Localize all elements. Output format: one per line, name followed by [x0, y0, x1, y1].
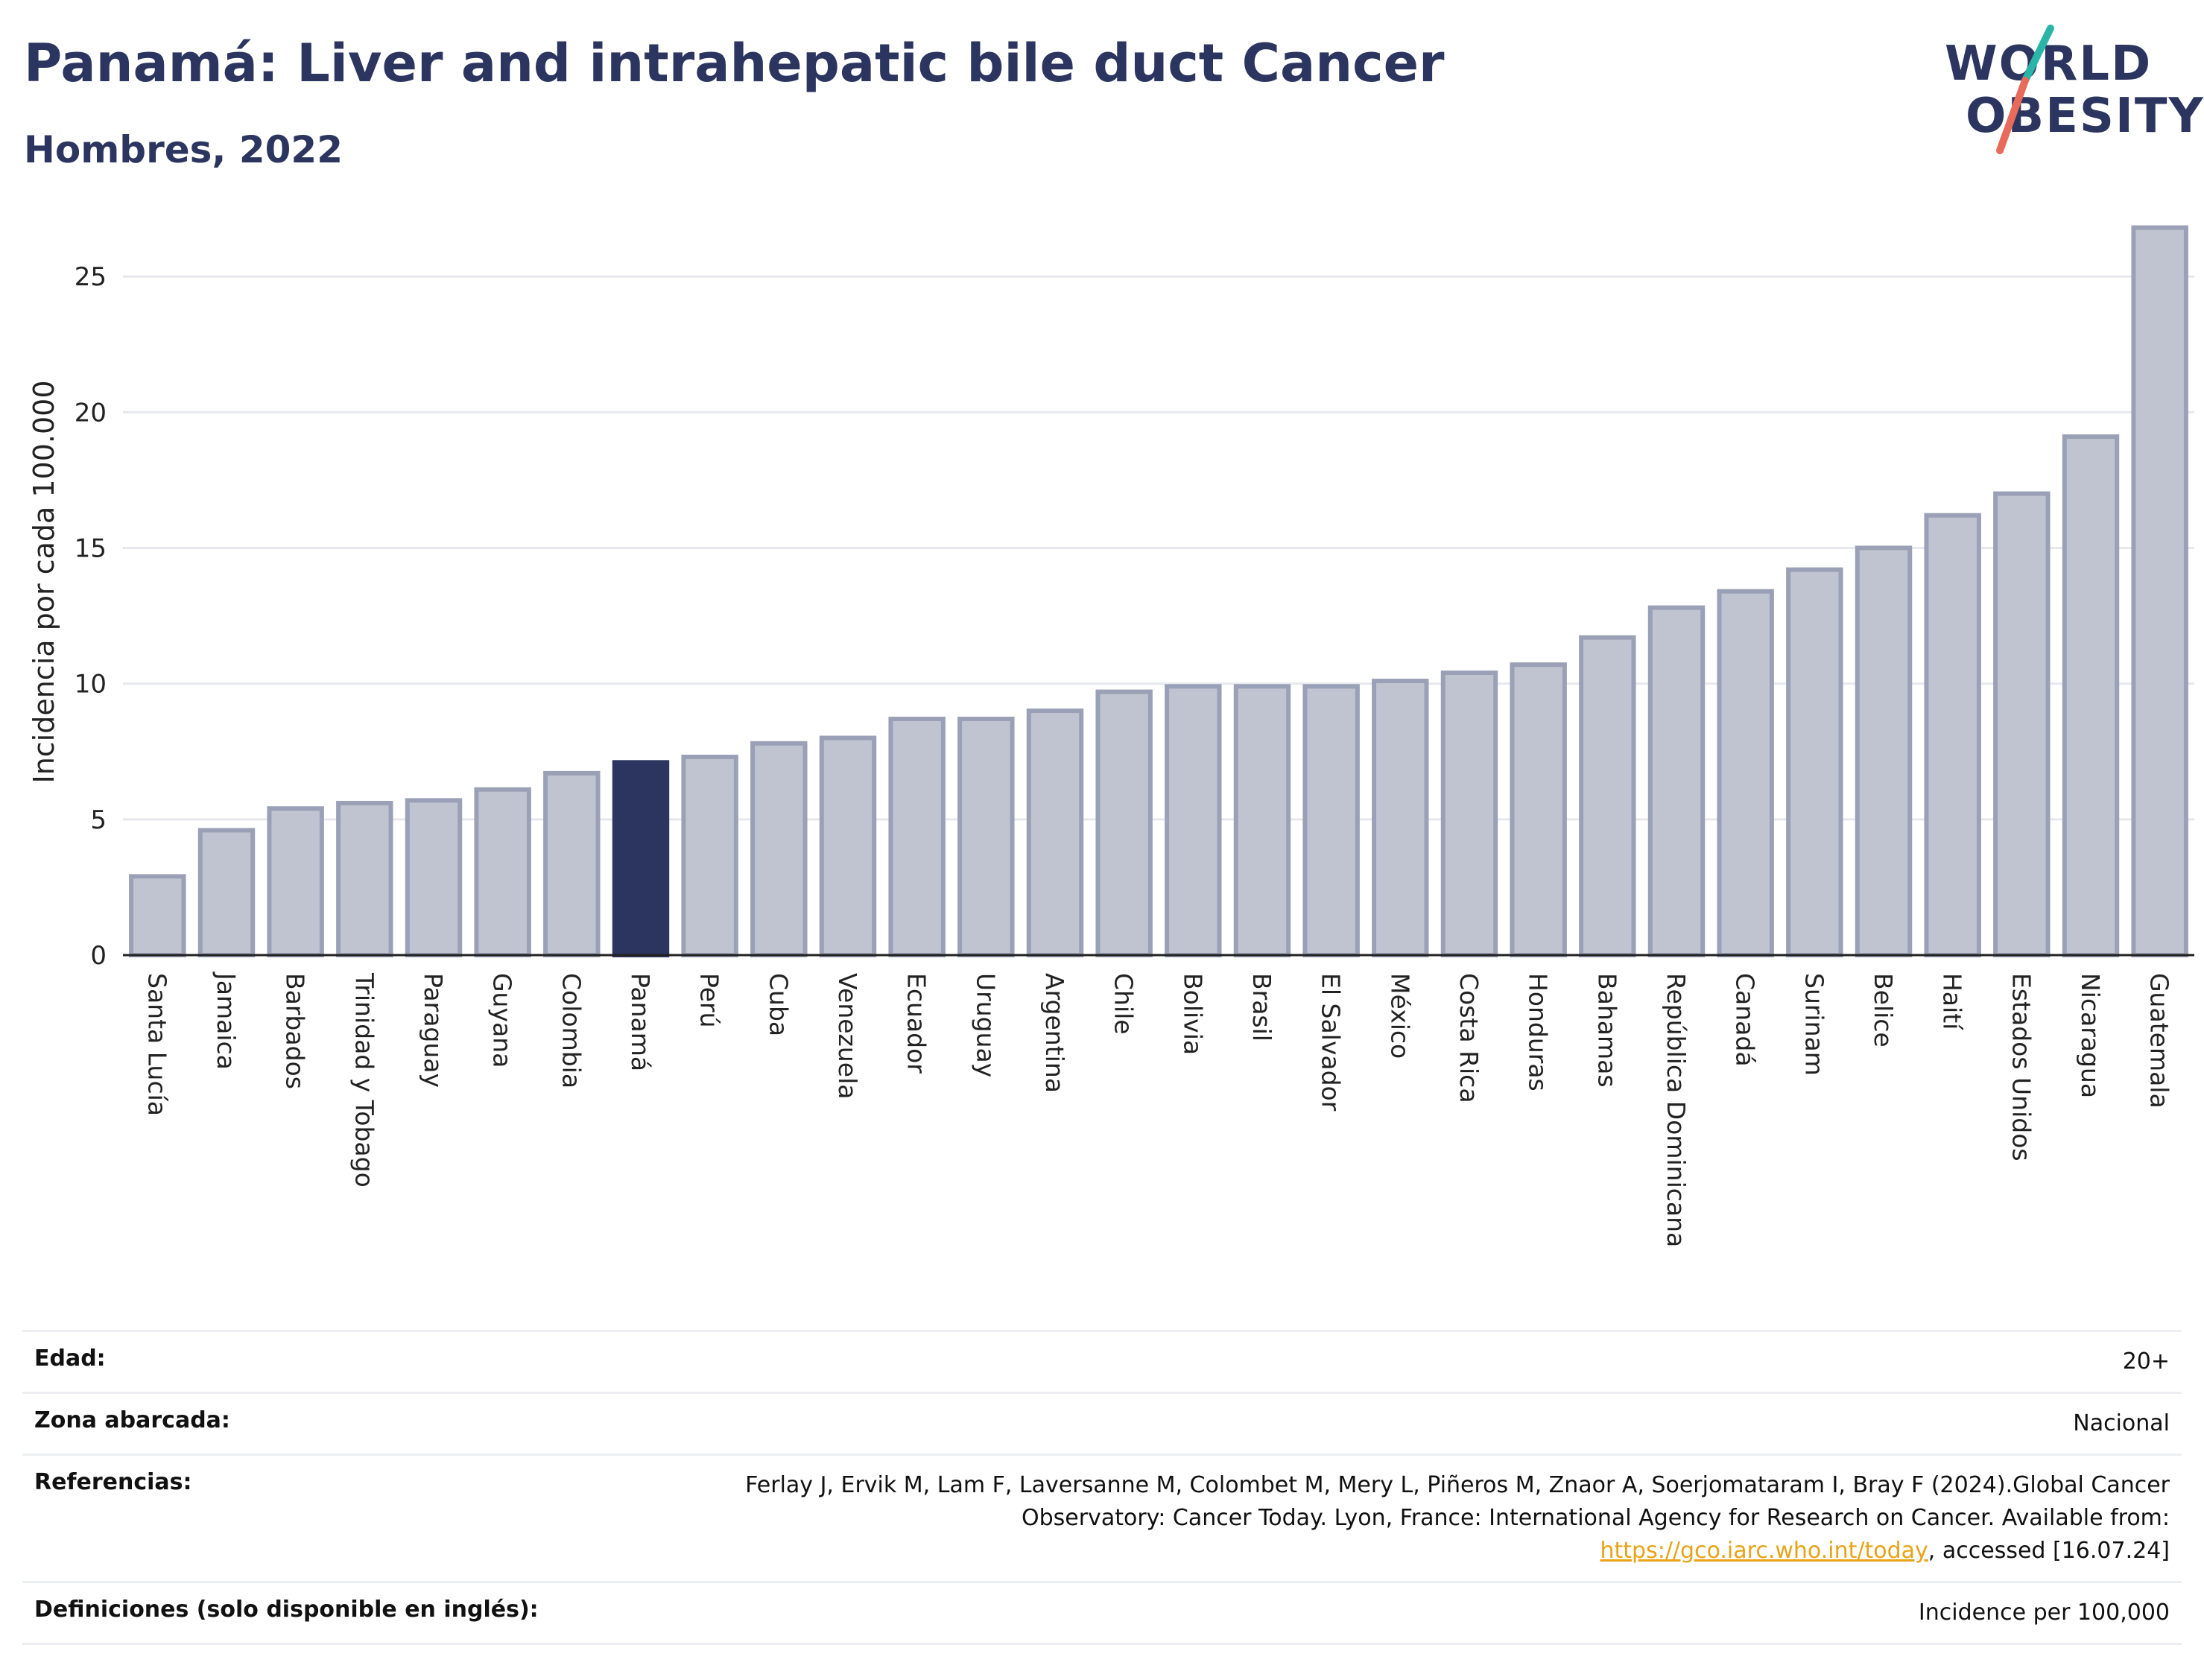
x-tick-label: Chile [1109, 973, 1139, 1035]
definitions-value: Incidence per 100,000 [1918, 1600, 2170, 1626]
x-tick-label: Uruguay [971, 973, 1000, 1077]
x-tick-label: Panamá [626, 973, 655, 1071]
x-tick-label: Jamaica [212, 971, 241, 1070]
references-text-2: , accessed [16.07.24] [1928, 1538, 2170, 1564]
x-tick-label: Trinidad y Tobago [349, 972, 379, 1188]
gridlines [123, 275, 2194, 821]
bar [1717, 589, 1774, 958]
x-tick-label: Honduras [1524, 973, 1553, 1091]
bar [1026, 709, 1084, 958]
bar [957, 717, 1015, 958]
x-tick-label: Costa Rica [1454, 973, 1483, 1103]
references-value: Ferlay J, Ervik M, Lam F, Laversanne M, … [680, 1469, 2170, 1568]
x-tick-label: Paraguay [419, 973, 448, 1088]
bar [888, 717, 946, 958]
bar [1302, 684, 1360, 958]
info-row-age: Edad: 20+ [22, 1330, 2182, 1392]
x-tick-label: Estados Unidos [2007, 973, 2036, 1161]
x-tick-label: República Dominicana [1662, 973, 1691, 1247]
x-tick-label: Ecuador [902, 973, 931, 1074]
page-subtitle: Hombres, 2022 [24, 128, 343, 171]
bar [543, 770, 601, 957]
axes: 0 5 10 15 20 25 [75, 262, 2194, 971]
x-tick-label: Belice [1869, 973, 1898, 1047]
x-tick-label: Bolivia [1178, 973, 1207, 1055]
x-tick-label: El Salvador [1317, 973, 1346, 1112]
logo-line-1: WORLD [1945, 37, 2153, 92]
x-tick-label: Surinam [1799, 973, 1828, 1076]
x-tick-label: Nicaragua [2076, 973, 2105, 1098]
bar [2131, 225, 2188, 958]
bar [681, 755, 738, 957]
bar [1095, 689, 1153, 957]
info-row-references: Referencias: Ferlay J, Ervik M, Lam F, L… [22, 1454, 2182, 1581]
world-obesity-logo[interactable]: WORLD OBESITY [1937, 22, 2203, 156]
x-tick-label: Guatemala [2145, 973, 2174, 1109]
x-tick-label: Venezuela [833, 973, 862, 1099]
x-tick-label: Bahamas [1592, 973, 1621, 1088]
age-label: Edad: [34, 1345, 106, 1372]
y-tick-label: 20 [75, 398, 107, 428]
bar [819, 735, 877, 957]
page-title: Panamá: Liver and intrahepatic bile duct… [24, 33, 1445, 94]
category-labels: Santa Lucía Jamaica Barbados Trinidad y Tob… [142, 971, 2173, 1247]
definitions-label: Definiciones (solo disponible en inglés)… [34, 1597, 539, 1623]
bar [1855, 545, 1913, 958]
bar [1993, 491, 2051, 957]
x-tick-label: Barbados [281, 973, 310, 1089]
x-tick-label: Guyana [488, 973, 517, 1068]
bar [1510, 662, 1567, 957]
bar [1786, 567, 1843, 957]
area-value: Nacional [2073, 1410, 2170, 1436]
bar [2062, 434, 2120, 958]
x-tick-label: Cuba [764, 973, 793, 1036]
x-tick-label: Canadá [1731, 973, 1760, 1067]
x-tick-label: Brasil [1247, 973, 1276, 1042]
bar [129, 874, 186, 957]
logo-slash-icon [1996, 25, 2054, 154]
x-tick-label: Santa Lucía [142, 973, 171, 1116]
bar [750, 741, 808, 958]
info-row-definitions: Definiciones (solo disponible en inglés)… [22, 1581, 2182, 1645]
bar [405, 798, 463, 958]
bar [1233, 684, 1291, 958]
bar-chart: 0 5 10 15 20 25 Santa Lucía Jamaica Barbados Tri… [28, 225, 2194, 1247]
age-value: 20+ [2122, 1348, 2170, 1375]
bar [1924, 513, 1981, 957]
y-tick-label: 10 [75, 670, 107, 700]
bar [474, 787, 531, 957]
x-tick-label: Colombia [557, 973, 586, 1088]
x-tick-label: Argentina [1040, 973, 1069, 1093]
references-text-1: Ferlay J, Ervik M, Lam F, Laversanne M, … [745, 1472, 2170, 1531]
references-label: Referencias: [34, 1469, 192, 1495]
bar [197, 828, 256, 957]
x-tick-label: Haití [1938, 973, 1967, 1031]
bar [1579, 635, 1636, 957]
y-axis-title: Incidencia por cada 100.000 [28, 380, 60, 783]
bar [267, 806, 324, 958]
y-tick-label: 15 [75, 533, 107, 563]
bar [1372, 678, 1429, 957]
bar [1165, 684, 1222, 958]
y-tick-label: 0 [90, 941, 107, 971]
info-row-area: Zona abarcada: Nacional [22, 1392, 2182, 1454]
x-tick-label: México [1385, 973, 1414, 1059]
y-tick-label: 5 [90, 805, 107, 835]
area-label: Zona abarcada: [34, 1407, 230, 1433]
bar [336, 800, 393, 957]
info-table: Edad: 20+ Zona abarcada: Nacional Refere… [22, 1330, 2182, 1645]
bar [612, 760, 670, 957]
references-link[interactable]: https://gco.iarc.who.int/today [1600, 1538, 1928, 1564]
bar [1440, 671, 1498, 957]
bar [1647, 605, 1706, 958]
y-tick-label: 25 [75, 262, 107, 292]
x-tick-label: Perú [695, 973, 724, 1028]
bars [129, 225, 2188, 958]
